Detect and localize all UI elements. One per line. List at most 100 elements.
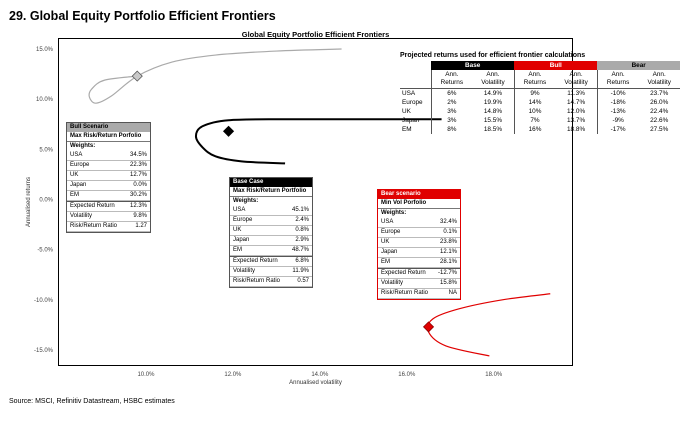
value-cell: 8% — [430, 125, 473, 134]
weight-country: UK — [381, 239, 390, 245]
weight-value: 0.0% — [133, 182, 147, 188]
scenario-header-base: Base — [431, 61, 515, 70]
stat-row: Expected Return -12.7% — [378, 268, 460, 279]
stat-value: 9.8% — [133, 213, 147, 219]
weight-country: USA — [70, 152, 83, 158]
bull-frontier-line — [88, 48, 342, 104]
value-cell: 18.8% — [567, 126, 586, 133]
weight-country: USA — [381, 219, 394, 225]
bear-frontier-line — [426, 293, 551, 357]
x-axis-label: Annualised volatility — [289, 380, 342, 386]
weight-country: Europe — [381, 229, 401, 235]
weights-label: Weights: — [233, 198, 259, 204]
y-tick-label: -10.0% — [34, 298, 54, 304]
value-cell: 13.7% — [567, 117, 586, 124]
stat-row: Expected Return 12.3% — [67, 201, 150, 212]
stat-label: Volatility — [233, 268, 256, 274]
bear-scenario-box: Bear scenario Min Vol Porfolio Weights: USA… — [377, 189, 461, 300]
weight-row: Europe 0.1% — [378, 228, 460, 238]
weight-row: Europe 22.3% — [67, 161, 150, 171]
projected-returns-title: Projected returns used for efficient fro… — [400, 52, 586, 59]
weight-value: 2.9% — [295, 237, 309, 243]
weight-value: 0.1% — [443, 229, 457, 235]
weight-row: Europe 2.4% — [230, 216, 312, 226]
stat-value: 15.8% — [439, 280, 457, 286]
weight-country: EM — [381, 259, 390, 265]
value-cell: 10% — [513, 107, 556, 116]
weight-row: USA 34.5% — [67, 151, 150, 161]
x-tick-label: 16.0% — [398, 372, 416, 378]
stat-row: Risk/Return Ratio NA — [378, 289, 460, 299]
box-subtitle: Min Vol Porfolio — [378, 199, 460, 209]
stat-row: Risk/Return Ratio 1.27 — [67, 222, 150, 232]
y-tick-label: 5.0% — [39, 147, 53, 153]
box-header: Bull Scenario — [67, 123, 150, 132]
col-header-volatility: Ann. Volatility — [472, 70, 515, 89]
weight-value: 30.2% — [129, 192, 147, 198]
value-cell: 22.4% — [650, 108, 669, 115]
weight-row: UK 23.8% — [378, 238, 460, 248]
stat-row: Volatility 9.8% — [67, 212, 150, 222]
value-cell: 26.0% — [650, 99, 669, 106]
y-tick-label: 15.0% — [36, 47, 54, 53]
value-cell: 22.6% — [650, 117, 669, 124]
page-title: 29. Global Equity Portfolio Efficient Fr… — [9, 9, 276, 23]
chart-frame — [58, 38, 573, 366]
box-subtitle: Max Risk/Return Portfolio — [230, 187, 312, 197]
weights-label: Weights: — [70, 143, 96, 149]
weight-value: 28.1% — [439, 259, 457, 265]
y-tick-label: 0.0% — [39, 197, 53, 203]
value-cell: 3% — [430, 116, 473, 125]
stat-row: Volatility 15.8% — [378, 279, 460, 289]
country-cell: USA — [402, 90, 416, 97]
stat-value: 6.8% — [295, 258, 309, 264]
weight-row: UK 12.7% — [67, 171, 150, 181]
value-cell: 16% — [513, 125, 556, 134]
value-cell: 14.7% — [567, 99, 586, 106]
weight-value: 12.1% — [439, 249, 457, 255]
weight-value: 0.8% — [295, 227, 309, 233]
value-cell: 23.7% — [650, 90, 669, 97]
stat-label: Risk/Return Ratio — [70, 223, 118, 229]
x-tick-label: 14.0% — [311, 372, 329, 378]
stat-label: Volatility — [381, 280, 404, 286]
weight-value: 12.7% — [129, 172, 147, 178]
weight-row: EM 48.7% — [230, 246, 312, 256]
weights-label: Weights: — [381, 210, 407, 216]
weight-row: EM 28.1% — [378, 258, 460, 268]
stat-label: Expected Return — [233, 258, 278, 264]
x-tick-label: 12.0% — [224, 372, 242, 378]
value-cell: 2% — [430, 98, 473, 107]
weight-country: EM — [70, 192, 79, 198]
stat-value: 12.3% — [129, 203, 147, 209]
value-cell: -9% — [596, 116, 639, 125]
table-row: EM 8% 18.5% 16% 18.8% -17% 27.5% — [400, 125, 680, 134]
weight-row: UK 0.8% — [230, 226, 312, 236]
value-cell: 18.5% — [483, 126, 502, 133]
weight-value: 2.4% — [295, 217, 309, 223]
weight-value: 48.7% — [291, 247, 309, 253]
box-header: Base Case — [230, 178, 312, 187]
weight-value: 34.5% — [129, 152, 147, 158]
weight-country: USA — [233, 207, 246, 213]
value-cell: 11.3% — [567, 90, 585, 97]
col-header-volatility: Ann. Volatility — [555, 70, 598, 89]
source-note: Source: MSCI, Refinitiv Datastream, HSBC… — [9, 398, 175, 405]
weight-country: UK — [233, 227, 242, 233]
value-cell: 3% — [430, 107, 473, 116]
table-row: Europe 2% 19.9% 14% 14.7% -18% 26.0% — [400, 98, 680, 107]
weight-value: 22.3% — [129, 162, 147, 168]
projected-returns-table: Base Bull Bear Ann. Returns Ann. Volatility A… — [400, 61, 680, 134]
stat-label: Expected Return — [70, 203, 115, 209]
base-optimal-marker — [222, 125, 235, 137]
stat-row: Expected Return 6.8% — [230, 256, 312, 267]
bull-scenario-box: Bull Scenario Max Risk/Return Porfolio Wei… — [66, 122, 151, 233]
stat-value: 0.57 — [297, 278, 309, 284]
value-cell: 15.5% — [483, 117, 502, 124]
bear-optimal-marker — [422, 321, 435, 333]
weight-country: Japan — [233, 237, 250, 243]
value-cell: 14.8% — [483, 108, 502, 115]
value-cell: -17% — [596, 125, 639, 134]
header-spacer — [400, 61, 431, 70]
